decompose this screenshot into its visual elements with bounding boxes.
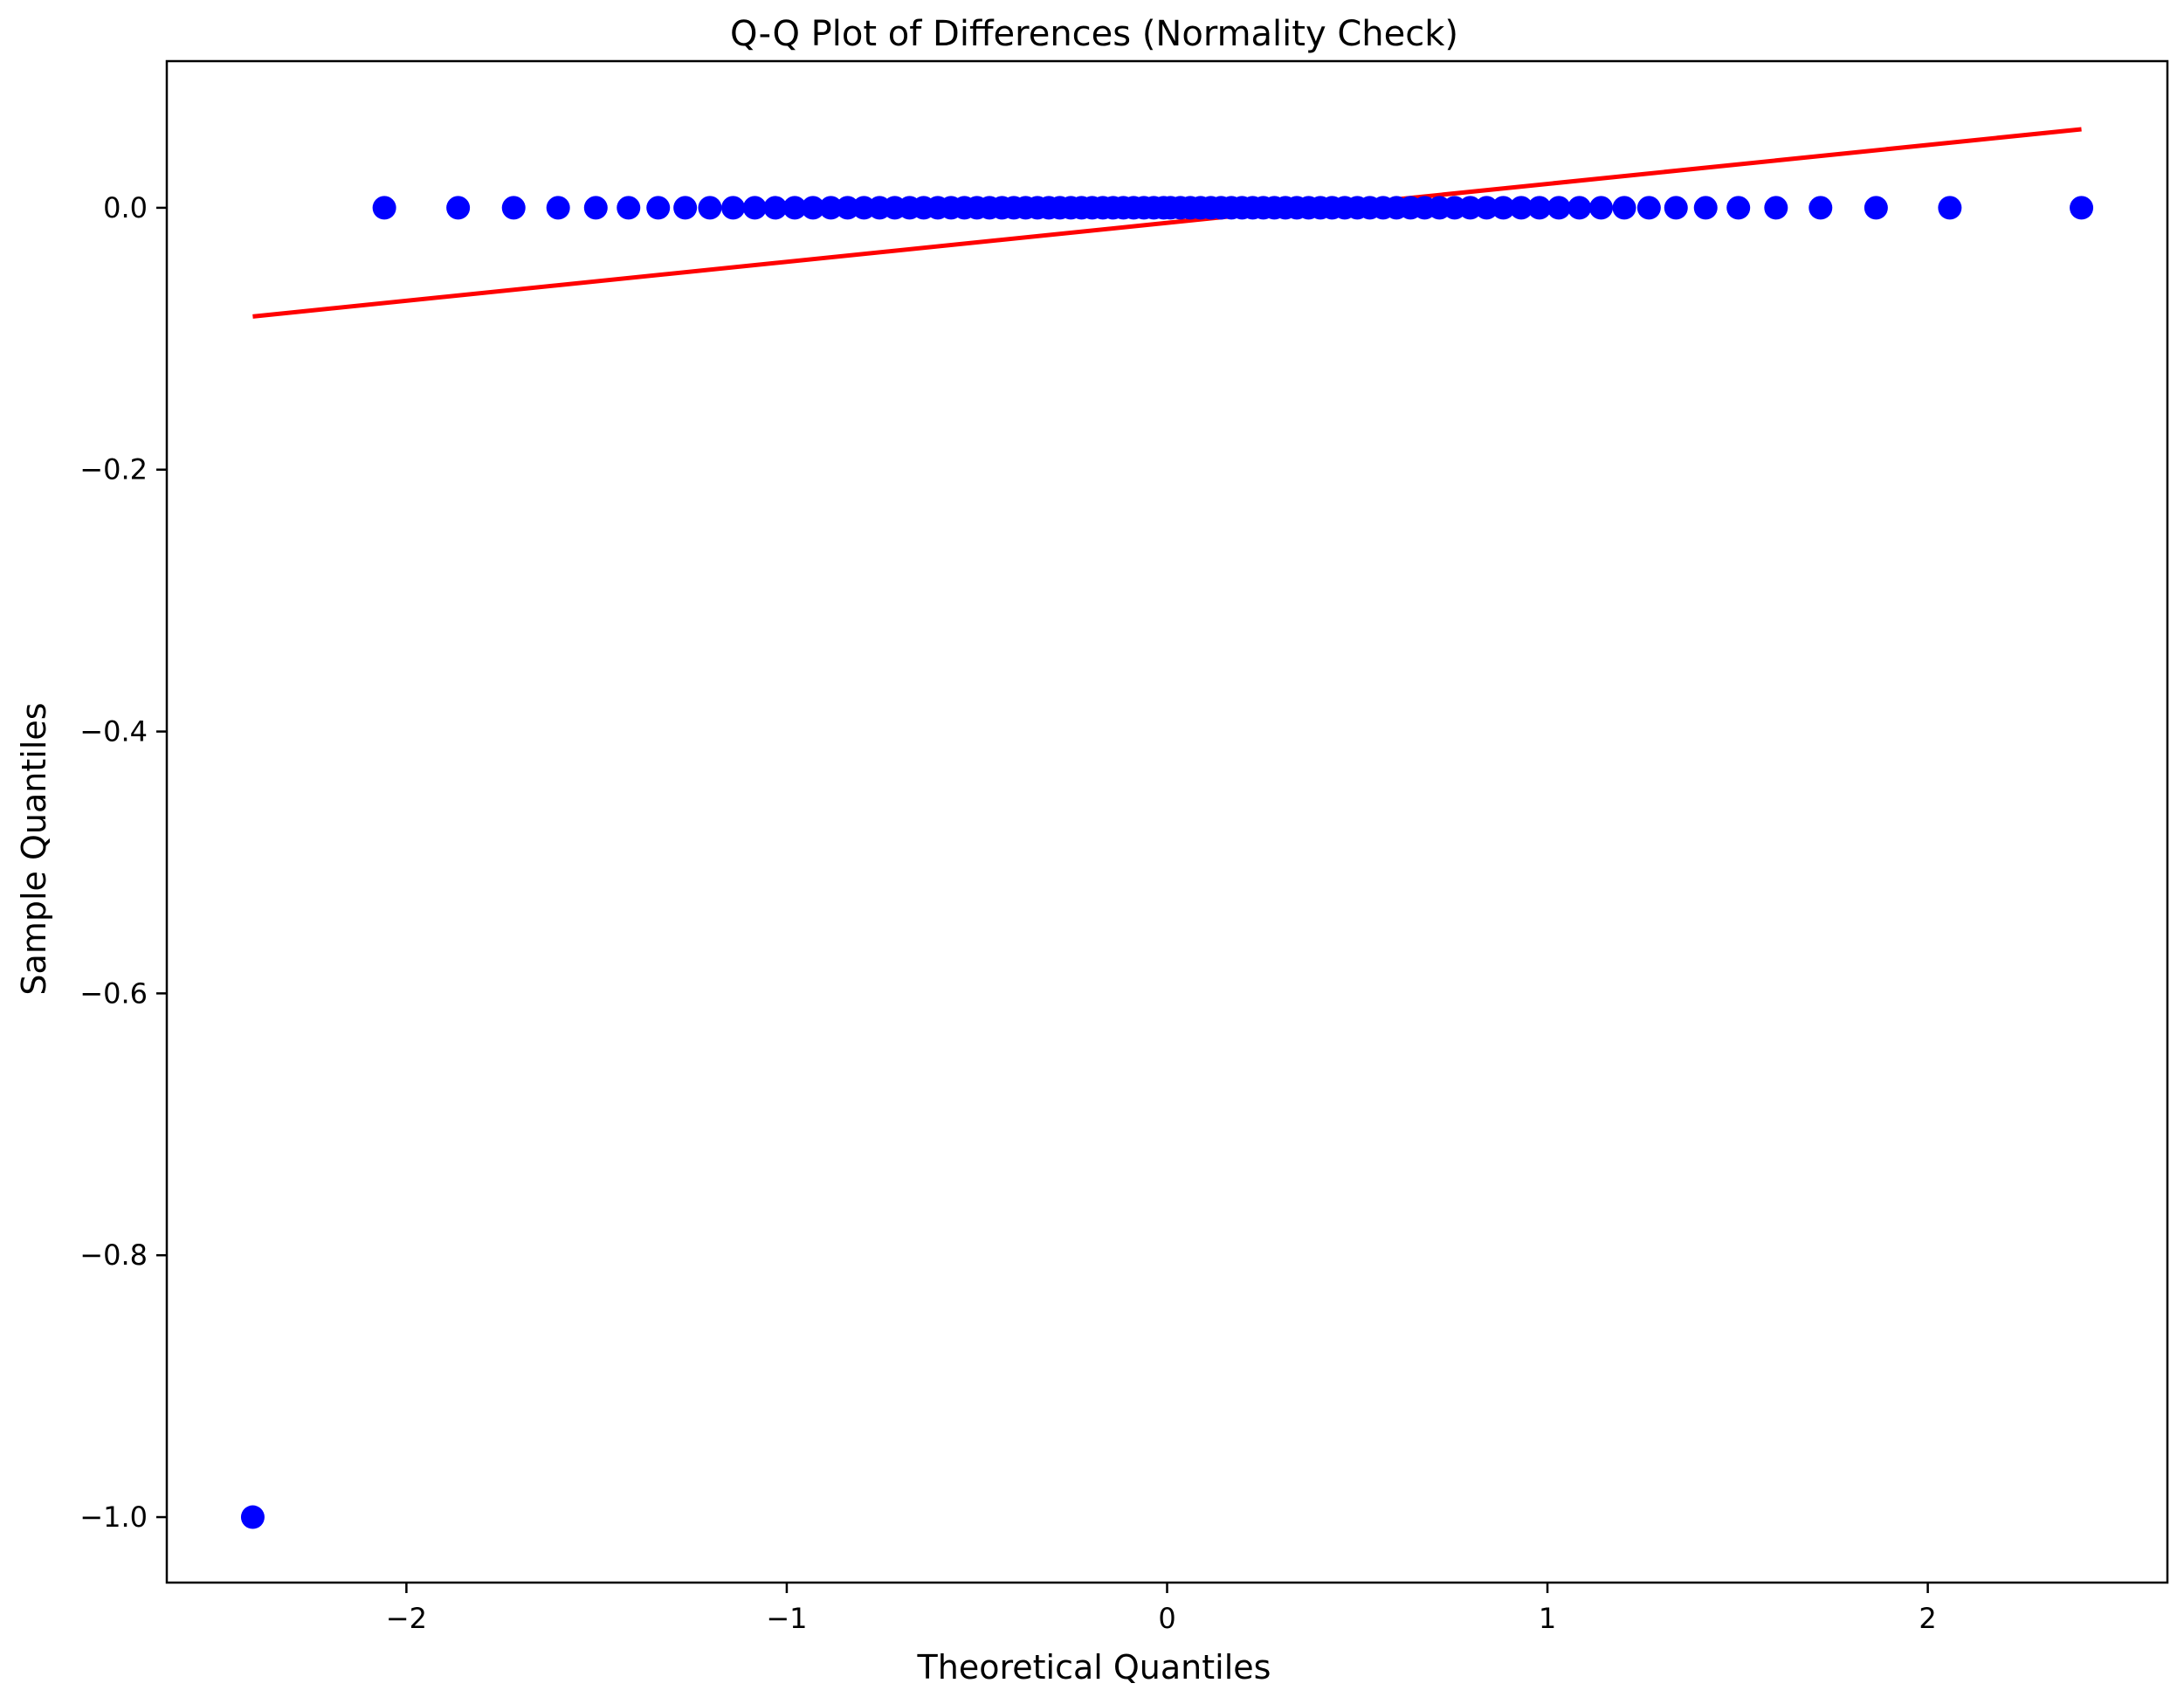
x-axis-label: Theoretical Quantiles xyxy=(917,1648,1271,1687)
data-point xyxy=(742,196,767,220)
data-point xyxy=(763,196,788,220)
chart-title: Q-Q Plot of Differences (Normality Check… xyxy=(730,14,1458,54)
data-point xyxy=(617,196,641,220)
y-tick-label: −0.4 xyxy=(79,715,148,748)
data-point xyxy=(583,196,608,220)
plot-area: −2 −1 0 1 2 −1.0 −0.8 −0.6 −0.4 −0.2 0.0 xyxy=(79,59,2169,1635)
x-tick-label: 2 xyxy=(1919,1602,1936,1635)
reference-line xyxy=(252,127,2082,319)
data-point xyxy=(1636,196,1661,220)
data-point xyxy=(1664,196,1688,220)
data-point xyxy=(501,196,526,220)
data-point xyxy=(1547,196,1571,220)
x-axis-ticks: −2 −1 0 1 2 xyxy=(386,1583,1937,1635)
data-point xyxy=(1588,196,1613,220)
x-tick-label: −1 xyxy=(766,1602,807,1635)
data-point xyxy=(1809,196,1833,220)
data-point xyxy=(646,196,671,220)
data-point xyxy=(1726,196,1751,220)
y-tick-label: −0.8 xyxy=(79,1238,148,1272)
data-point xyxy=(1612,196,1636,220)
data-point xyxy=(818,196,843,220)
data-point xyxy=(1693,196,1718,220)
data-point xyxy=(446,196,471,220)
y-tick-label: −1.0 xyxy=(79,1500,148,1534)
data-point xyxy=(801,196,825,220)
y-tick-label: 0.0 xyxy=(103,191,148,224)
data-point xyxy=(1567,196,1592,220)
data-point xyxy=(240,1505,265,1529)
data-point xyxy=(721,196,746,220)
data-point xyxy=(782,196,807,220)
y-tick-label: −0.6 xyxy=(79,976,148,1010)
data-point xyxy=(1492,196,1516,220)
y-axis-ticks: −1.0 −0.8 −0.6 −0.4 −0.2 0.0 xyxy=(79,191,167,1534)
data-point xyxy=(698,196,722,220)
y-axis-label: Sample Quantiles xyxy=(15,702,53,995)
data-point xyxy=(1864,196,1888,220)
x-tick-label: −2 xyxy=(386,1602,427,1635)
x-tick-label: 1 xyxy=(1539,1602,1556,1635)
y-tick-label: −0.2 xyxy=(79,453,148,486)
data-point xyxy=(836,196,860,220)
data-point xyxy=(1764,196,1788,220)
data-point xyxy=(1938,196,1962,220)
data-point xyxy=(1458,196,1483,220)
data-point xyxy=(1527,196,1552,220)
data-point xyxy=(372,196,396,220)
data-point xyxy=(1474,196,1498,220)
data-point xyxy=(1509,196,1533,220)
x-tick-label: 0 xyxy=(1158,1602,1175,1635)
data-point xyxy=(546,196,570,220)
plot-frame xyxy=(165,59,2169,1584)
data-point xyxy=(673,196,698,220)
data-point xyxy=(2070,196,2094,220)
data-points xyxy=(240,196,2094,1529)
